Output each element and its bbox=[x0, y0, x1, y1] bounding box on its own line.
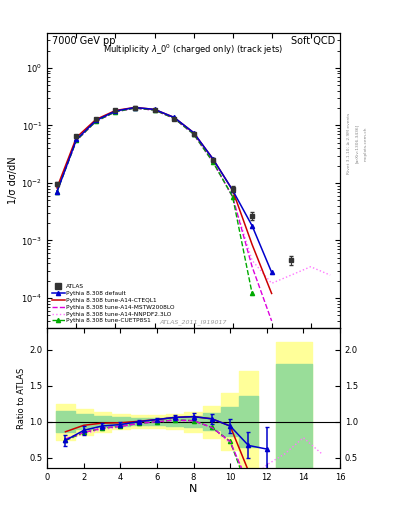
Y-axis label: Ratio to ATLAS: Ratio to ATLAS bbox=[17, 368, 26, 429]
Text: Soft QCD: Soft QCD bbox=[291, 36, 336, 46]
Text: Multiplicity $\lambda\_0^0$ (charged only) (track jets): Multiplicity $\lambda\_0^0$ (charged onl… bbox=[103, 42, 284, 56]
Legend: ATLAS, Pythia 8.308 default, Pythia 8.308 tune-A14-CTEQL1, Pythia 8.308 tune-A14: ATLAS, Pythia 8.308 default, Pythia 8.30… bbox=[50, 283, 177, 325]
Text: [arXiv:1306.3436]: [arXiv:1306.3436] bbox=[355, 124, 359, 163]
X-axis label: N: N bbox=[189, 484, 198, 494]
Text: Rivet 3.1.10; ≥ 2.9M events: Rivet 3.1.10; ≥ 2.9M events bbox=[347, 113, 351, 174]
Y-axis label: 1/σ dσ/dN: 1/σ dσ/dN bbox=[8, 157, 18, 204]
Text: mcplots.cern.ch: mcplots.cern.ch bbox=[363, 126, 367, 161]
Text: ATLAS_2011_I919017: ATLAS_2011_I919017 bbox=[160, 319, 227, 325]
Text: 7000 GeV pp: 7000 GeV pp bbox=[51, 36, 115, 46]
